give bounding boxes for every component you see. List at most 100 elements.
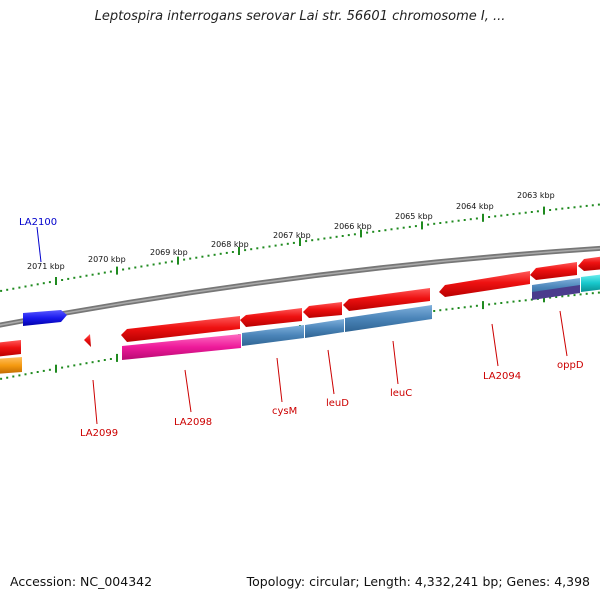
minor-tick: [372, 230, 375, 233]
gene-cysm[interactable]: [240, 308, 302, 327]
minor-tick: [36, 371, 39, 373]
minor-tick: [451, 307, 454, 310]
minor-tick: [286, 242, 289, 245]
minor-tick: [494, 215, 497, 218]
kbp-labels: 2071 kbp 2070 kbp 2069 kbp 2068 kbp 2067…: [27, 191, 555, 271]
gene-right-partial[interactable]: [578, 256, 600, 271]
gene-left-partial[interactable]: [0, 340, 21, 357]
minor-tick: [79, 363, 82, 366]
minor-tick: [311, 239, 314, 242]
gene-oppd[interactable]: [530, 262, 577, 280]
minor-tick: [555, 208, 558, 211]
minor-tick: [170, 260, 173, 263]
kbp-label: 2064 kbp: [456, 202, 494, 211]
major-tick: [299, 238, 301, 246]
minor-tick: [457, 307, 460, 309]
gene-label-oppd[interactable]: oppD: [557, 360, 584, 371]
major-tick: [116, 353, 118, 362]
minor-tick: [225, 251, 228, 254]
minor-tick: [146, 264, 149, 267]
minor-tick: [6, 288, 9, 291]
minor-tick: [91, 273, 94, 276]
minor-tick: [256, 247, 259, 250]
minor-tick: [183, 258, 186, 261]
gene-label-la2094[interactable]: LA2094: [483, 371, 521, 382]
minor-tick: [494, 302, 497, 305]
minor-tick: [12, 375, 15, 378]
minor-tick: [433, 222, 436, 225]
minor-tick: [396, 227, 399, 230]
minor-tick: [488, 216, 491, 218]
minor-tick: [61, 366, 64, 369]
gene-la2099[interactable]: [84, 334, 91, 347]
minor-tick: [549, 209, 552, 211]
minor-tick: [103, 359, 106, 361]
gene-label-leud[interactable]: leuD: [326, 398, 349, 409]
minor-tick: [36, 283, 39, 286]
gene-label-cysm[interactable]: cysM: [272, 406, 297, 417]
minor-tick: [97, 360, 100, 363]
minor-tick: [585, 292, 588, 295]
band-purple-oppd: [532, 285, 580, 300]
minor-tick: [213, 253, 216, 256]
minor-tick: [469, 218, 472, 221]
minor-tick: [463, 219, 466, 221]
minor-tick: [140, 265, 143, 268]
minor-tick: [463, 306, 466, 309]
minor-tick: [164, 261, 167, 264]
minor-tick: [67, 365, 70, 368]
minor-tick: [506, 213, 509, 216]
gene-leud[interactable]: [303, 302, 342, 318]
major-tick: [238, 247, 240, 255]
minor-tick: [567, 294, 570, 297]
minor-tick: [244, 249, 247, 252]
minor-tick: [427, 223, 430, 226]
minor-tick: [549, 296, 552, 299]
major-tick: [177, 256, 179, 265]
minor-tick: [457, 219, 460, 222]
minor-tick: [512, 300, 515, 303]
minor-tick: [445, 221, 448, 224]
gene-label-la2099[interactable]: LA2099: [80, 428, 118, 439]
gene-la2094[interactable]: [439, 271, 530, 297]
minor-tick: [122, 268, 125, 271]
band-cyan: [581, 274, 600, 292]
gene-leuc[interactable]: [343, 288, 430, 311]
minor-tick: [189, 257, 192, 260]
minor-tick: [439, 309, 442, 312]
minor-tick: [555, 296, 558, 298]
minor-tick: [561, 207, 564, 210]
gene-label-la2098[interactable]: LA2098: [174, 417, 212, 428]
minor-tick: [48, 281, 51, 284]
minor-tick: [579, 205, 582, 208]
minor-tick: [158, 262, 161, 265]
minor-tick: [42, 369, 45, 372]
minor-tick: [530, 298, 533, 301]
kbp-label: 2066 kbp: [334, 222, 372, 231]
minor-tick: [530, 211, 533, 213]
minor-tick: [262, 246, 265, 249]
minor-tick: [73, 276, 76, 279]
minor-tick: [445, 308, 448, 311]
minor-tick: [73, 364, 76, 367]
gene-la2100[interactable]: [23, 310, 67, 326]
gene-la2098[interactable]: [121, 316, 240, 342]
minor-tick: [366, 231, 369, 234]
minor-tick: [500, 302, 503, 304]
minor-tick: [591, 292, 594, 295]
accession-text: Accession: NC_004342: [10, 574, 153, 589]
kbp-label: 2065 kbp: [395, 212, 433, 221]
minor-tick: [280, 243, 283, 246]
band-steelblue-cysm: [242, 325, 304, 346]
gene-label-leuc[interactable]: leuC: [390, 388, 412, 399]
minor-tick: [250, 248, 253, 251]
major-tick: [55, 277, 57, 285]
minor-tick: [597, 203, 600, 206]
minor-tick: [109, 358, 112, 360]
minor-tick: [152, 263, 155, 266]
kbp-label: 2070 kbp: [88, 255, 126, 264]
minor-tick: [6, 376, 9, 379]
minor-tick: [561, 295, 564, 298]
gene-label-la2100[interactable]: LA2100: [19, 217, 57, 228]
major-tick: [116, 266, 118, 275]
